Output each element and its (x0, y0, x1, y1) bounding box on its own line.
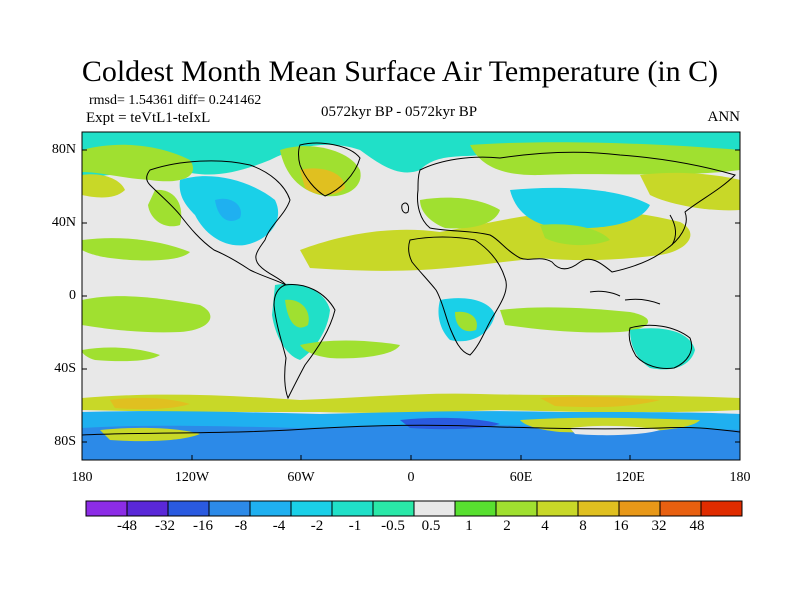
field-australia (630, 328, 695, 370)
coast-uk (401, 202, 409, 214)
colorbar-swatch (85, 500, 128, 517)
field-antarctic-green-w (100, 427, 200, 442)
coast-greenland (298, 142, 361, 197)
lon-label-120e: 120E (615, 470, 645, 485)
lon-label-120w: 120W (174, 470, 210, 485)
field-tibet-green (540, 224, 610, 246)
colorbar-label: -4 (272, 518, 286, 534)
colorbar-swatch (249, 500, 292, 517)
field-asia-cool (510, 187, 650, 229)
field-antarctic-green (520, 417, 700, 433)
temperature-field (82, 132, 740, 460)
field-tropics-green-2 (82, 296, 211, 333)
colorbar-swatch (618, 500, 661, 517)
colorbar-swatch (372, 500, 415, 517)
field-nw-warm (82, 174, 125, 198)
colorbar-label: 48 (689, 518, 705, 534)
field-southern-warm-3 (540, 396, 660, 408)
colorbar-label: -48 (117, 518, 137, 534)
colorbar (85, 500, 743, 517)
field-greenland-warm (300, 168, 345, 195)
colorbar-label: 4 (541, 518, 549, 534)
period-label: 0572kyr BP - 0572kyr BP (321, 104, 478, 120)
colorbar-label: -8 (234, 518, 248, 534)
colorbar-swatch (331, 500, 374, 517)
field-na-green (148, 189, 182, 227)
field-europe-green (420, 197, 500, 229)
experiment-label: Expt = teVtL1-teIxL (86, 110, 211, 126)
coast-europe-asia (417, 151, 736, 273)
field-siberia-green (470, 142, 740, 176)
colorbar-swatch (659, 500, 702, 517)
season-label: ANN (707, 109, 741, 125)
plot-title: Coldest Month Mean Surface Air Temperatu… (81, 55, 719, 88)
colorbar-swatch (454, 500, 497, 517)
colorbar-label: 16 (613, 518, 629, 534)
colorbar-swatch (700, 500, 743, 517)
colorbar-label: 2 (503, 518, 511, 534)
colorbar-label: -2 (310, 518, 324, 534)
colorbar-swatch (413, 500, 456, 517)
coastlines (82, 142, 740, 436)
colorbar-swatch (495, 500, 538, 517)
colorbar-swatch (577, 500, 620, 517)
field-na-dark (215, 198, 241, 221)
field-samerica-green (285, 299, 309, 328)
coast-japan (669, 214, 677, 246)
colorbar-swatch (290, 500, 333, 517)
field-sh-green-2 (82, 347, 160, 362)
colorbar-label: 1 (465, 518, 473, 534)
colorbar-label: -16 (193, 518, 213, 534)
coast-north-america (146, 160, 291, 286)
lon-label-180w: 180 (71, 470, 93, 485)
lat-label-80n: 80N (51, 142, 76, 157)
stats-line: rmsd= 1.54361 diff= 0.241462 (89, 93, 262, 108)
coast-south-america (273, 283, 336, 400)
lat-label-40s: 40S (54, 361, 76, 376)
lon-label-0: 0 (407, 470, 415, 485)
colorbar-label: 32 (651, 518, 667, 534)
coast-australia (628, 324, 693, 369)
colorbar-label: 8 (579, 518, 587, 534)
lat-label-0: 0 (69, 288, 76, 303)
colorbar-swatch (126, 500, 169, 517)
lon-label-60e: 60E (509, 470, 533, 485)
lat-label-40n: 40N (51, 215, 76, 230)
map-ticks (82, 149, 740, 460)
coast-africa (408, 236, 507, 356)
coast-antarctica (82, 424, 740, 436)
field-sh-green (300, 340, 400, 359)
lon-label-180e: 180 (729, 470, 751, 485)
field-southern-warm-2 (110, 397, 190, 410)
colorbar-swatch (536, 500, 579, 517)
field-eastasia-warm (640, 172, 740, 211)
colorbar-label: 0.5 (421, 518, 441, 534)
lat-label-80s: 80S (54, 434, 76, 449)
field-africa-green (455, 311, 477, 332)
colorbar-swatch (208, 500, 251, 517)
colorbar-label: -32 (155, 518, 175, 534)
field-tropics-green (82, 238, 190, 261)
coast-indonesia (589, 290, 661, 305)
field-indian-green (500, 307, 649, 333)
lon-label-60w: 60W (287, 470, 315, 485)
colorbar-label: -1 (348, 518, 362, 534)
colorbar-label: -0.5 (381, 518, 405, 534)
colorbar-swatch (167, 500, 210, 517)
field-arctic-green (82, 144, 194, 182)
